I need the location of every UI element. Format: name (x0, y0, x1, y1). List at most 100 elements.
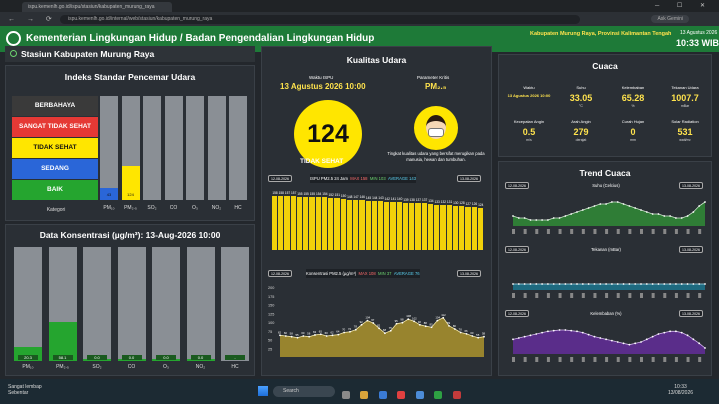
mask-face-icon (414, 106, 458, 150)
ispu-category-3: SEDANG (12, 159, 98, 179)
konsentrasi-bar-value: 20.3 (18, 355, 38, 360)
cuaca-item: Curah Hujan 0 mm (609, 119, 657, 142)
trend-x-tick (558, 229, 562, 234)
edge-icon[interactable] (378, 391, 387, 399)
window-controls[interactable]: ─ ☐ ✕ (655, 3, 713, 9)
ispu24-bar (440, 204, 446, 250)
browser-tab[interactable]: ispu.kemenlh.go.id/ispu/stasiun/kabupate… (22, 2, 172, 12)
ispu24-bar (303, 197, 309, 250)
trend-date-to[interactable]: 13-08-2026 (679, 182, 703, 189)
trend-date-from[interactable]: 12-08-2026 (505, 246, 529, 253)
chrome-icon[interactable] (397, 391, 406, 399)
ispu-category-0: BERBAHAYA (12, 96, 98, 116)
pm25-avg: AVERAGE 76 (393, 271, 420, 276)
trend-point (523, 335, 526, 338)
trend-x-tick (581, 293, 585, 298)
ispu24-bar (427, 204, 434, 250)
taskview-icon[interactable] (342, 391, 350, 399)
trend-point (552, 283, 555, 285)
trend-point (547, 330, 549, 333)
ispu24-date-from[interactable]: 12-08-2026 (268, 175, 292, 182)
cuaca-item-label: Curah Hujan (621, 119, 645, 124)
pm25-point (378, 327, 380, 330)
trend-x-tick (605, 293, 609, 298)
trend-point (645, 211, 648, 213)
trend-x-tick (546, 229, 550, 234)
ispu24-bar-label: 152 (328, 193, 334, 198)
trend-point (616, 283, 619, 285)
pm25-point (343, 331, 346, 334)
trend-date-to[interactable]: 13-08-2026 (679, 310, 703, 317)
trend-point (663, 283, 666, 285)
ispu24-bar-label: 139 (403, 197, 409, 202)
ispu24-date-to[interactable]: 13-08-2026 (457, 175, 481, 182)
pm25-point-label: 64 (336, 330, 340, 334)
trend-x-tick (512, 293, 515, 298)
trend-point (517, 337, 520, 339)
trend-point (651, 213, 654, 215)
ispu24-bar (359, 200, 365, 250)
pm25-point-label: 108 (406, 314, 411, 318)
ispu24-bar-label: 158 (278, 191, 284, 196)
trend-x-tick (663, 293, 667, 298)
trend-point (564, 329, 567, 331)
konsentrasi-bar-bg (14, 247, 42, 361)
trend-date-from[interactable]: 12-08-2026 (505, 310, 529, 317)
pm25-point (407, 318, 410, 321)
trend-x-tick (581, 229, 585, 234)
trend-chart-title: Suhu (Celcius) (592, 183, 620, 188)
trend-date-from[interactable]: 12-08-2026 (505, 182, 529, 189)
ispu-status: TIDAK SEHAT (300, 158, 344, 165)
gemini-button[interactable]: Ask Gemini (651, 15, 689, 23)
trend-point (529, 334, 532, 337)
app-icon[interactable] (434, 391, 443, 399)
ispu-value-badge: 124 (294, 100, 362, 168)
trend-x-tick (651, 293, 655, 298)
pm25-line (279, 317, 485, 339)
cuaca-item: Waktu 13 Agustus 2026 10:00 (505, 85, 553, 99)
pm25-y-tick: 125 (268, 312, 274, 316)
url-field[interactable]: ispu.kemenlh.go.id/internal/web/stasiun/… (60, 15, 580, 24)
pm25-point-label: 95 (395, 319, 399, 323)
cuaca-item-unit: mm (630, 138, 636, 142)
trend-point (663, 215, 666, 217)
nav-icons[interactable]: ← → ⟳ (8, 16, 57, 23)
trend-x-tick (535, 229, 539, 234)
clock-time: 10:33 (674, 384, 687, 390)
trend-date-to[interactable]: 13-08-2026 (679, 246, 703, 253)
pm25-y-tick: 175 (268, 295, 274, 299)
trend-x-tick (663, 229, 667, 234)
pm25-point (308, 335, 311, 338)
trend-point (692, 338, 695, 341)
trend-x-tick (686, 293, 690, 298)
app2-icon[interactable] (452, 391, 461, 399)
store-icon[interactable] (415, 391, 424, 399)
pm25-title: Konsentrasi PM2.5 (µg/m³) (306, 271, 357, 276)
konsentrasi-bar-value: 0.0 (121, 355, 142, 360)
trend-chart (512, 201, 706, 234)
konsentrasi-bar-bg (186, 247, 215, 361)
pm25-date-from[interactable]: 12-08-2026 (268, 270, 292, 277)
pm25-date-to[interactable]: 13-08-2026 (457, 270, 481, 277)
trend-point (640, 209, 642, 211)
cuaca-item: Kelembaban 65.28% (609, 85, 657, 108)
cuaca-item-value: 13 Agustus 2026 10:00 (507, 93, 551, 98)
trend-x-tick (512, 357, 515, 362)
pm25-point-label: 58 (482, 332, 486, 336)
konsentrasi-bar-value: 0.0 (156, 355, 176, 360)
trend-x-tick (570, 293, 574, 298)
windows-start-icon[interactable] (258, 386, 268, 396)
taskbar-clock[interactable]: 10:33 13/08/2026 (668, 384, 693, 396)
taskbar-weather[interactable]: Sangat lembap Sebentar (8, 384, 42, 396)
ispu24-bar (315, 197, 321, 250)
file-explorer-icon[interactable] (360, 391, 369, 399)
ispu-advice: Tingkat kualitas udara yang bersifat mer… (387, 151, 485, 162)
taskbar-search[interactable]: Search (273, 386, 335, 397)
trend-x-tick (558, 357, 562, 362)
trend-x-tick (640, 229, 643, 234)
ispu24-bar (378, 201, 384, 250)
ispu-bar-label: PM₂.₅ (124, 205, 137, 211)
trend-x-tick (570, 357, 574, 362)
